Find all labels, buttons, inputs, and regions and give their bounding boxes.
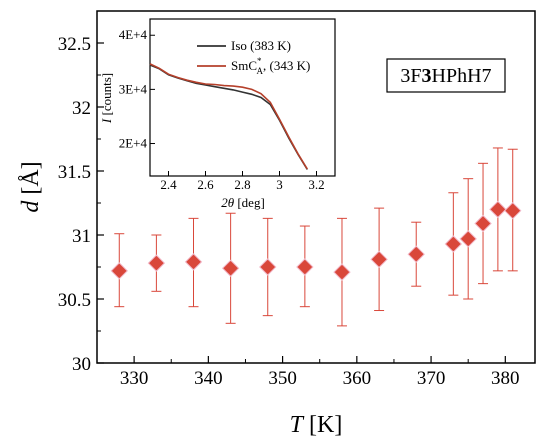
main-x-ticks: 330 340 350 360 370 380 bbox=[96, 356, 520, 389]
x-tick-label: 340 bbox=[194, 368, 223, 389]
y-tick-label: 31 bbox=[72, 226, 91, 247]
inset-series-line-1 bbox=[149, 63, 308, 170]
x-axis-label: T [K] bbox=[290, 412, 343, 438]
data-point bbox=[333, 263, 351, 281]
inset-x-axis-label: 2θ [deg] bbox=[221, 195, 265, 210]
legend-label-smca: SmC* A, (343 K) bbox=[231, 56, 310, 76]
inset-legend: Iso (383 K) SmC* A, (343 K) bbox=[197, 38, 310, 76]
inset-x-tick-label: 2.4 bbox=[160, 177, 177, 192]
y-tick-label: 30.5 bbox=[58, 290, 91, 311]
data-point bbox=[407, 245, 425, 263]
x-tick-label: 360 bbox=[343, 368, 372, 389]
y-tick-label: 32.5 bbox=[58, 34, 91, 55]
inset-y-ticks: 2E+4 3E+4 4E+4 bbox=[119, 27, 155, 151]
main-markers bbox=[110, 200, 522, 281]
inset-series bbox=[149, 63, 308, 170]
y-tick-label: 32 bbox=[72, 98, 91, 119]
data-point bbox=[474, 214, 492, 233]
sample-label-box bbox=[386, 58, 506, 93]
data-point bbox=[147, 254, 166, 272]
inset-y-tick-label: 2E+4 bbox=[119, 136, 148, 151]
x-tick-label: 350 bbox=[268, 368, 297, 389]
inset-x-ticks: 2.4 2.6 2.8 3 3.2 bbox=[160, 171, 325, 192]
x-tick-label: 370 bbox=[417, 368, 446, 389]
data-point bbox=[296, 258, 314, 276]
data-point bbox=[459, 230, 477, 248]
legend-label-iso: Iso (383 K) bbox=[231, 38, 291, 53]
data-point bbox=[489, 200, 507, 219]
data-point bbox=[110, 262, 128, 280]
sample-label: 3F3HPhH7 bbox=[400, 65, 491, 87]
y-axis-label: d [Å] bbox=[18, 161, 44, 212]
data-point bbox=[444, 235, 463, 253]
inset-y-tick-label: 3E+4 bbox=[119, 81, 148, 96]
x-tick-label: 330 bbox=[120, 368, 149, 389]
inset-panel bbox=[147, 14, 335, 176]
y-tick-label: 31.5 bbox=[58, 162, 91, 183]
inset-x-tick-label: 3 bbox=[276, 177, 283, 192]
main-plot-frame bbox=[96, 10, 536, 364]
data-point bbox=[184, 253, 203, 271]
data-point bbox=[370, 250, 388, 269]
inset-x-tick-label: 3.2 bbox=[308, 177, 324, 192]
main-y-ticks: 30 30.5 31 31.5 32 32.5 bbox=[58, 34, 104, 375]
data-point bbox=[221, 259, 240, 277]
inset-x-tick-label: 2.6 bbox=[197, 177, 214, 192]
inset-y-axis-label: I [counts] bbox=[99, 73, 114, 124]
inset-y-tick-label: 4E+4 bbox=[119, 27, 148, 42]
inset-x-tick-label: 2.8 bbox=[234, 177, 250, 192]
x-tick-label: 380 bbox=[491, 368, 520, 389]
data-point bbox=[259, 258, 277, 276]
y-tick-label: 30 bbox=[72, 354, 91, 375]
data-point bbox=[504, 201, 522, 220]
